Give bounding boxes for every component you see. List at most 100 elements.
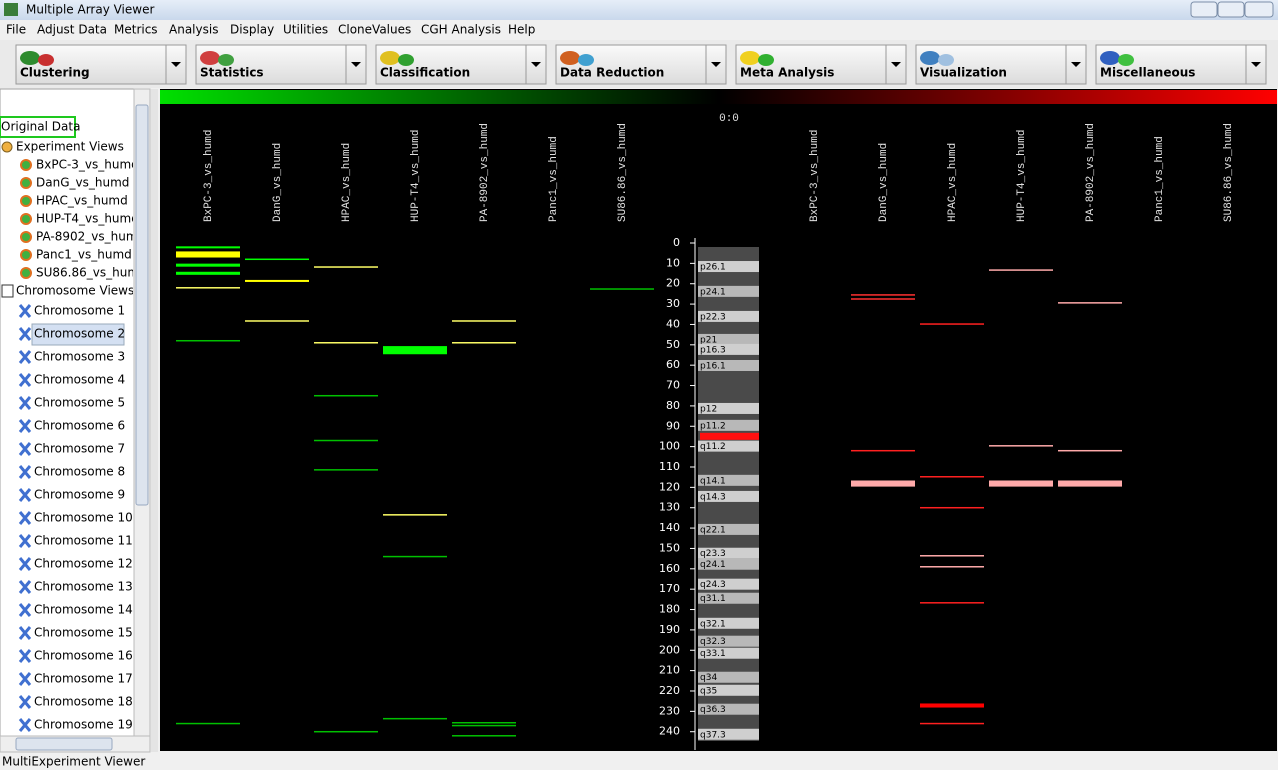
tree-leaf[interactable]: Chromosome 13 xyxy=(34,580,133,594)
cytoband-label: q14.3 xyxy=(700,492,726,502)
tree-leaf[interactable]: Chromosome 16 xyxy=(34,649,133,663)
copy-number-segment xyxy=(383,717,447,720)
maximize-button[interactable] xyxy=(1217,1,1245,18)
cytoband-label: q36.3 xyxy=(700,705,726,715)
dropdown-arrow xyxy=(531,62,541,67)
tree-leaf[interactable]: Chromosome 1 xyxy=(34,304,125,318)
menu-item[interactable]: CloneValues xyxy=(338,23,411,37)
y-tick-label: 10 xyxy=(666,256,680,269)
copy-number-segment xyxy=(851,480,915,487)
copy-number-segment xyxy=(851,449,915,452)
menu-item[interactable]: CGH Analysis xyxy=(421,23,501,37)
menu-item[interactable]: Display xyxy=(230,23,274,37)
y-tick-label: 190 xyxy=(659,623,680,636)
toolbar-label[interactable]: Statistics xyxy=(200,66,264,80)
tree-leaf[interactable]: Chromosome 9 xyxy=(34,488,125,502)
tree-leaf[interactable]: Chromosome 5 xyxy=(34,396,125,410)
experiment-icon xyxy=(20,267,32,279)
toolbar-label[interactable]: Data Reduction xyxy=(560,66,664,80)
window-title: Multiple Array Viewer xyxy=(26,3,154,17)
cytoband-label: p16.3 xyxy=(700,345,726,355)
menu-item[interactable]: Metrics xyxy=(114,23,158,37)
cytoband xyxy=(698,592,759,604)
tree-leaf[interactable]: Chromosome 11 xyxy=(34,534,133,548)
menu-item[interactable]: Adjust Data xyxy=(37,23,107,37)
cytoband xyxy=(698,647,759,659)
tree: Original Data Experiment Views BxPC-3_vs_h… xyxy=(0,116,147,732)
chromosome-icon xyxy=(18,396,32,410)
menu-item[interactable]: Help xyxy=(508,23,535,37)
chromosome-icon xyxy=(18,304,32,318)
experiment-icon xyxy=(20,231,32,243)
tree-node[interactable]: Experiment Views xyxy=(16,140,124,154)
tree-vscroll-thumb[interactable] xyxy=(135,104,149,506)
tree-leaf[interactable]: HPAC_vs_humd xyxy=(36,194,128,208)
copy-number-segment xyxy=(314,394,378,397)
cytoband xyxy=(698,343,759,355)
tree-leaf[interactable]: Chromosome 3 xyxy=(34,350,125,364)
toolbar-icon xyxy=(560,51,580,65)
cytoband-label: q37.3 xyxy=(700,730,726,740)
tree-leaf[interactable]: Chromosome 10 xyxy=(34,511,133,525)
toolbar-label[interactable]: Meta Analysis xyxy=(740,66,834,80)
column-label: BxPC-3_vs_humd xyxy=(203,130,215,222)
column-label: Panc1_vs_humd xyxy=(548,136,560,222)
tree-root[interactable]: Original Data xyxy=(1,120,80,134)
cytoband xyxy=(698,285,759,297)
menu-item[interactable]: File xyxy=(6,23,26,37)
tree-leaf[interactable]: Panc1_vs_humd xyxy=(36,248,132,262)
minimize-button[interactable] xyxy=(1190,1,1218,18)
tree-leaf[interactable]: Chromosome 18 xyxy=(34,695,133,709)
cytoband xyxy=(698,703,759,715)
tree-leaf[interactable]: SU86.86_vs_humd xyxy=(36,266,147,280)
menu-item[interactable]: Analysis xyxy=(169,23,218,37)
cytoband-label: q31.1 xyxy=(700,594,726,604)
cytoband-label: q24.3 xyxy=(700,580,726,590)
tree-leaf[interactable]: PA-8902_vs_humd xyxy=(36,230,145,244)
copy-number-segment xyxy=(176,263,240,267)
copy-number-segment xyxy=(989,480,1053,487)
tree-leaf[interactable]: Chromosome 8 xyxy=(34,465,125,479)
cytoband-label: q32.1 xyxy=(700,619,726,629)
copy-number-segment xyxy=(452,724,516,727)
tree-leaf[interactable]: DanG_vs_humd xyxy=(36,176,129,190)
splitter[interactable] xyxy=(151,89,158,752)
toolbar-label[interactable]: Clustering xyxy=(20,66,90,80)
tree-leaf[interactable]: Chromosome 17 xyxy=(34,672,133,686)
close-button[interactable] xyxy=(1244,1,1274,18)
copy-number-segment xyxy=(314,730,378,733)
tree-leaf[interactable]: Chromosome 6 xyxy=(34,419,125,433)
tree-leaf[interactable]: Chromosome 19 xyxy=(34,718,133,732)
toolbar-label[interactable]: Classification xyxy=(380,66,470,80)
cytoband xyxy=(698,523,759,535)
copy-number-segment xyxy=(989,445,1053,447)
toolbar-label[interactable]: Miscellaneous xyxy=(1100,66,1195,80)
tree-leaf[interactable]: BxPC-3_vs_humd xyxy=(36,158,139,172)
y-tick-label: 40 xyxy=(666,317,680,330)
y-tick-label: 240 xyxy=(659,725,680,738)
tree-leaf[interactable]: Chromosome 7 xyxy=(34,442,125,456)
tree-leaf[interactable]: HUP-T4_vs_humd xyxy=(36,212,139,226)
tree-leaf[interactable]: Chromosome 15 xyxy=(34,626,133,640)
toolbar-label[interactable]: Visualization xyxy=(920,66,1007,80)
cytoband-label: p21 xyxy=(700,335,717,345)
dropdown-arrow xyxy=(1251,62,1261,67)
y-tick-label: 100 xyxy=(659,440,680,453)
tree-leaf[interactable]: Chromosome 14 xyxy=(34,603,133,617)
toolbar-icon xyxy=(20,51,40,65)
tree-leaf[interactable]: Chromosome 4 xyxy=(34,373,125,387)
menu-item[interactable]: Utilities xyxy=(283,23,328,37)
tree-leaf[interactable]: Chromosome 12 xyxy=(34,557,133,571)
tree-leaf[interactable]: Chromosome 2 xyxy=(34,327,125,341)
tree-node[interactable]: Chromosome Views xyxy=(16,284,134,298)
chromosome-icon xyxy=(18,626,32,640)
experiment-icon xyxy=(20,177,32,189)
y-tick-label: 50 xyxy=(666,338,680,351)
y-tick-label: 170 xyxy=(659,582,680,595)
cytoband xyxy=(698,490,759,502)
tree-hscroll-thumb[interactable] xyxy=(15,737,113,751)
copy-number-segment xyxy=(989,269,1053,271)
y-tick-label: 130 xyxy=(659,501,680,514)
experiment-icon xyxy=(20,195,32,207)
